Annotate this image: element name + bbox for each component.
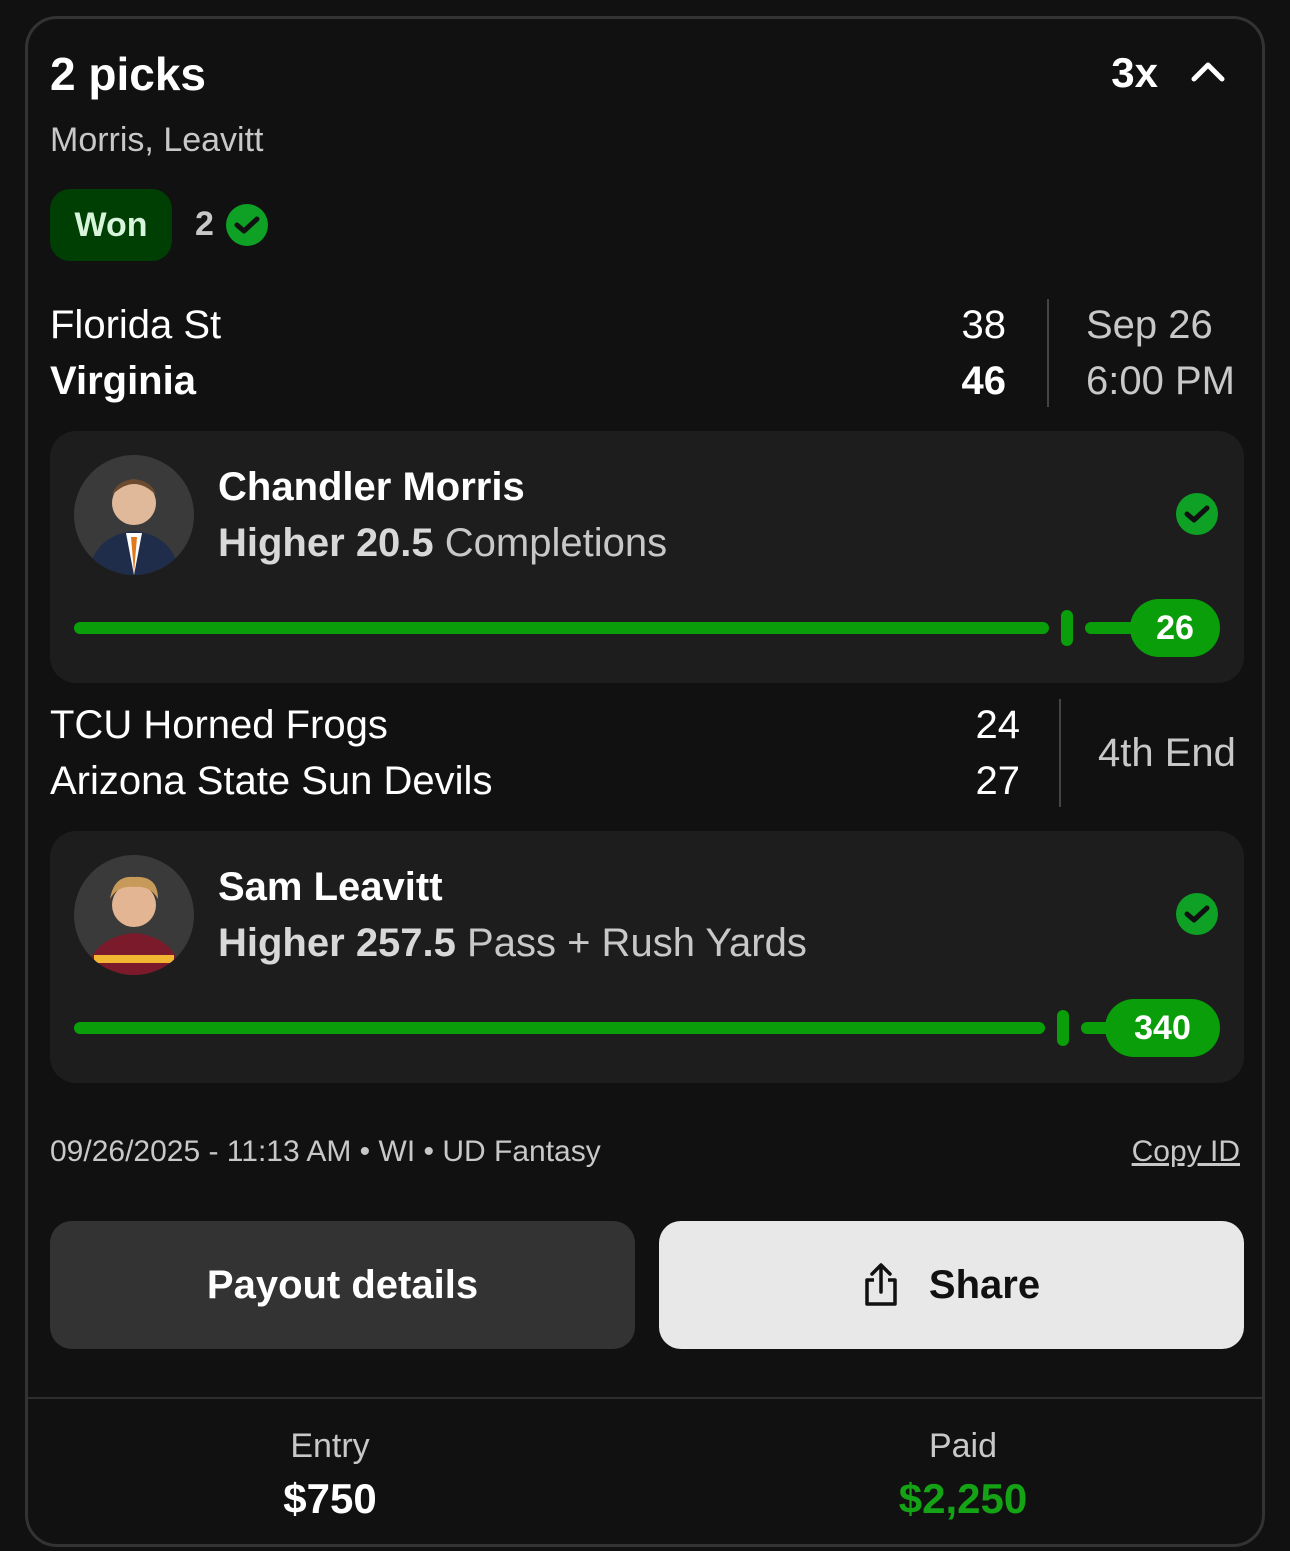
paid-value: $2,250 [898, 1475, 1028, 1522]
entry-label: Entry [290, 1427, 370, 1465]
pick-direction: Higher [218, 921, 345, 965]
game1-team2: Virginia [50, 359, 196, 403]
players-summary: Morris, Leavitt [50, 121, 264, 159]
check-circle-icon [226, 204, 268, 246]
divider [1047, 299, 1049, 407]
paid-label: Paid [928, 1427, 998, 1465]
entry-value: $750 [283, 1475, 377, 1522]
payout-label: Payout details [206, 1262, 479, 1307]
payout-details-button[interactable]: Payout details [50, 1221, 635, 1349]
picks-title: 2 picks [50, 48, 206, 100]
line-marker [1061, 610, 1073, 646]
pick-card[interactable]: Sam Leavitt Higher 257.5 Pass + Rush Yar… [50, 831, 1244, 1083]
line-marker [1057, 1010, 1069, 1046]
game1-score1: 38 [961, 303, 1007, 347]
game2-team1: TCU Horned Frogs [50, 703, 388, 747]
game1-team1: Florida St [50, 303, 222, 347]
divider [1059, 699, 1061, 807]
entry-meta: 09/26/2025 - 11:13 AM • WI • UD Fantasy [50, 1135, 601, 1168]
player-avatar [74, 855, 194, 975]
share-button[interactable]: Share [659, 1221, 1244, 1349]
multiplier: 3x [1111, 49, 1158, 96]
player-avatar [74, 455, 194, 575]
pick-line: Higher 257.5 Pass + Rush Yards [218, 921, 807, 966]
status-badge: Won [50, 189, 172, 261]
actual-value: 26 [1130, 599, 1220, 657]
pick-value: 20.5 [355, 521, 434, 565]
game2-score1: 24 [975, 703, 1021, 747]
entry-card: 2 picks 3x Morris, Leavitt Won 2 Florida… [25, 16, 1265, 1547]
player-name: Sam Leavitt [218, 865, 443, 909]
check-circle-icon [1176, 893, 1218, 935]
game1-score2: 46 [961, 359, 1007, 403]
pick-direction: Higher [218, 521, 345, 565]
pick-card[interactable]: Chandler Morris Higher 20.5 Completions … [50, 431, 1244, 683]
pick-stat: Completions [444, 521, 668, 565]
share-label: Share [928, 1262, 1041, 1307]
pick-stat: Pass + Rush Yards [467, 921, 807, 965]
pick-value: 257.5 [355, 921, 456, 965]
game2-team2: Arizona State Sun Devils [50, 759, 493, 803]
game1-time: 6:00 PM [1086, 359, 1235, 403]
game2-status: 4th End [1098, 731, 1236, 775]
copy-id-link[interactable]: Copy ID [1131, 1135, 1240, 1168]
chevron-up-icon[interactable] [1188, 57, 1228, 87]
progress-bar [74, 1022, 1045, 1034]
footer-divider [28, 1397, 1262, 1399]
game1-date: Sep 26 [1086, 303, 1213, 347]
share-icon [865, 1263, 897, 1306]
actual-value: 340 [1105, 999, 1220, 1057]
progress-bar [74, 622, 1049, 634]
check-circle-icon [1176, 493, 1218, 535]
game2-score2: 27 [975, 759, 1021, 803]
player-name: Chandler Morris [218, 465, 525, 509]
pick-line: Higher 20.5 Completions [218, 521, 667, 566]
correct-count: 2 [195, 205, 214, 243]
